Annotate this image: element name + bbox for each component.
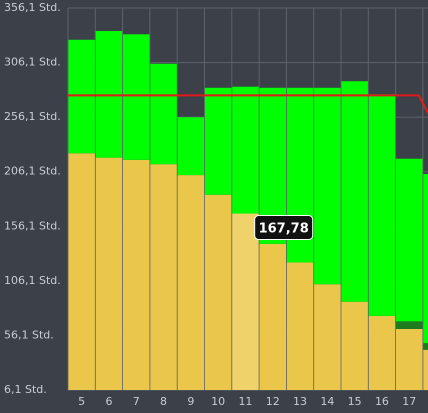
y-tick-label: 56,1 Std. [4,328,54,341]
bar-base-13[interactable] [286,262,314,390]
x-tick-label: 8 [160,395,167,408]
bar-base-15[interactable] [341,301,368,390]
bars [68,31,428,390]
bar-band-18[interactable] [423,343,428,350]
bar-base-7[interactable] [123,159,150,390]
x-tick-label: 5 [78,395,85,408]
x-tick-label: 14 [320,395,334,408]
x-axis: 56789101112131415161718 [78,395,416,408]
x-tick-label: 7 [133,395,140,408]
bar-stack-10[interactable] [204,87,232,195]
y-tick-label: 6,1 Std. [4,383,47,396]
x-tick-label: 6 [105,395,112,408]
bar-stack-9[interactable] [177,117,205,176]
bar-stack-6[interactable] [95,31,123,158]
y-tick-label: 206,1 Std. [4,165,61,178]
y-tick-label: 156,1 Std. [4,219,61,232]
y-axis: 6,1 Std. 56,1 Std. 106,1 Std. 156,1 Std. 206… [4,1,61,396]
target-line [68,94,428,116]
bar-stack-11[interactable] [232,86,259,214]
bar-base-10[interactable] [204,194,232,390]
bar-stack-8[interactable] [150,63,177,165]
target-line-layer [68,94,428,116]
bar-base-9[interactable] [177,175,205,390]
bar-base-17[interactable] [396,328,423,390]
bar-stack-7[interactable] [123,34,150,160]
bar-stack-14[interactable] [314,87,341,285]
bar-stack-17[interactable] [396,158,423,322]
y-tick-label: 106,1 Std. [4,274,61,287]
x-tick-label: 11 [238,395,252,408]
x-tick-label: 16 [375,395,389,408]
bar-base-11[interactable] [232,213,259,390]
x-tick-label: 9 [187,395,194,408]
bar-base-12[interactable] [259,243,287,390]
y-tick-label: 256,1 Std. [4,110,61,123]
x-tick-label: 13 [293,395,307,408]
bar-stack-18[interactable] [423,174,428,344]
x-tick-label: 15 [348,395,362,408]
bar-base-5[interactable] [68,153,95,390]
x-tick-label: 17 [402,395,416,408]
y-tick-label: 306,1 Std. [4,56,61,69]
bar-base-14[interactable] [314,284,341,390]
x-tick-label: 10 [211,395,225,408]
bar-base-6[interactable] [95,157,123,390]
bar-stack-15[interactable] [341,81,368,302]
bar-stack-5[interactable] [68,39,95,154]
bar-base-18[interactable] [423,349,428,390]
bar-base-8[interactable] [150,164,177,390]
bar-band-17[interactable] [396,321,423,329]
bar-stack-16[interactable] [368,94,396,316]
tooltip-value: 167,78 [259,222,309,237]
bar-base-16[interactable] [368,315,396,390]
y-tick-label: 356,1 Std. [4,1,61,14]
x-tick-label: 12 [266,395,280,408]
value-tooltip: 167,78 [254,215,314,241]
tooltip-box [254,215,314,241]
